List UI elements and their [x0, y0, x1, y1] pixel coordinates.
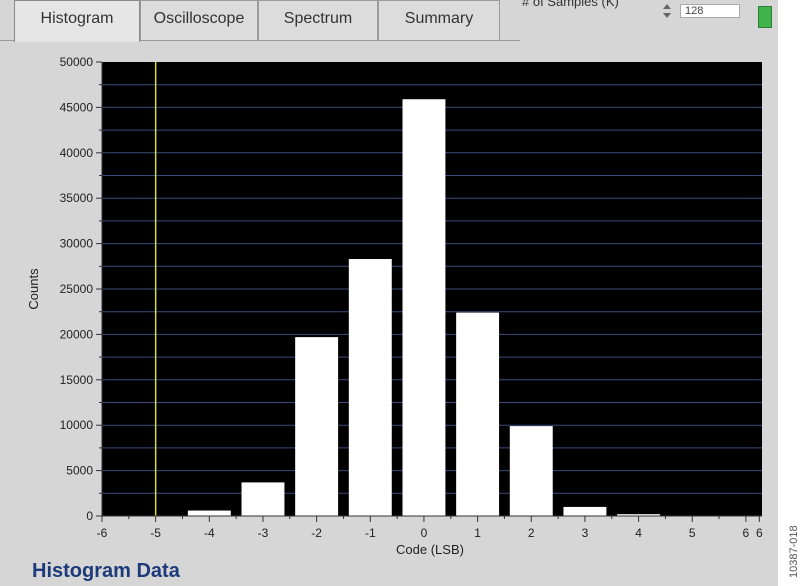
histogram-bar [456, 312, 500, 516]
bars [187, 99, 661, 516]
y-tick-label: 40000 [60, 146, 94, 160]
x-tick-label: 2 [528, 526, 535, 540]
x-axis-title: Code (LSB) [396, 542, 464, 557]
y-tick-label: 20000 [60, 327, 94, 341]
x-tick-label: 4 [635, 526, 642, 540]
x-tick-label: -3 [258, 526, 269, 540]
samples-input[interactable] [680, 4, 740, 18]
status-led-indicator [758, 6, 772, 28]
histogram-data-title: Histogram Data [32, 560, 180, 582]
x-tick-label: 3 [582, 526, 589, 540]
histogram-chart: 0 5000 10000 15000 20000 25000 30000 35000 40000… [26, 55, 763, 557]
x-tick-label: 6 [743, 526, 750, 540]
x-tick-label: 6 [756, 526, 763, 540]
tab-strip-divider [0, 40, 520, 41]
samples-label: # of Samples (K) [522, 0, 619, 9]
y-tick-label: 5000 [66, 464, 93, 478]
x-tick-label: 5 [689, 526, 696, 540]
histogram-bar [617, 514, 661, 516]
x-tick-label: -2 [311, 526, 322, 540]
y-tick-label: 0 [86, 509, 93, 523]
y-tick-label: 10000 [60, 418, 94, 432]
histogram-bar [563, 506, 607, 516]
histogram-bar [295, 337, 339, 516]
y-axis-title: Counts [26, 268, 41, 310]
x-tick-label: 0 [421, 526, 428, 540]
y-tick-label: 15000 [60, 373, 94, 387]
y-tick-label: 50000 [60, 55, 94, 69]
tab-histogram[interactable]: Histogram [14, 0, 140, 42]
histogram-bar [348, 259, 392, 516]
tab-spectrum[interactable]: Spectrum [258, 0, 378, 40]
y-tick-label: 45000 [60, 100, 94, 114]
histogram-bar [509, 426, 553, 516]
x-tick-label: -1 [365, 526, 376, 540]
axes: 0 5000 10000 15000 20000 25000 30000 35000 40000… [60, 55, 763, 540]
figure-id-label: 10387-018 [788, 525, 800, 578]
x-tick-label: -4 [204, 526, 215, 540]
histogram-bar [187, 510, 231, 516]
x-tick-label: 1 [474, 526, 481, 540]
y-tick-label: 25000 [60, 282, 94, 296]
histogram-bar [402, 99, 446, 516]
x-tick-label: -6 [97, 526, 108, 540]
y-tick-label: 30000 [60, 237, 94, 251]
histogram-bar [241, 482, 285, 516]
samples-stepper-icon[interactable] [662, 3, 672, 19]
x-tick-label: -5 [150, 526, 161, 540]
tab-oscilloscope[interactable]: Oscilloscope [140, 0, 258, 40]
y-tick-label: 35000 [60, 191, 94, 205]
tab-summary[interactable]: Summary [378, 0, 500, 40]
histogram-panel: Histogram Oscilloscope Spectrum Summary … [0, 0, 778, 586]
